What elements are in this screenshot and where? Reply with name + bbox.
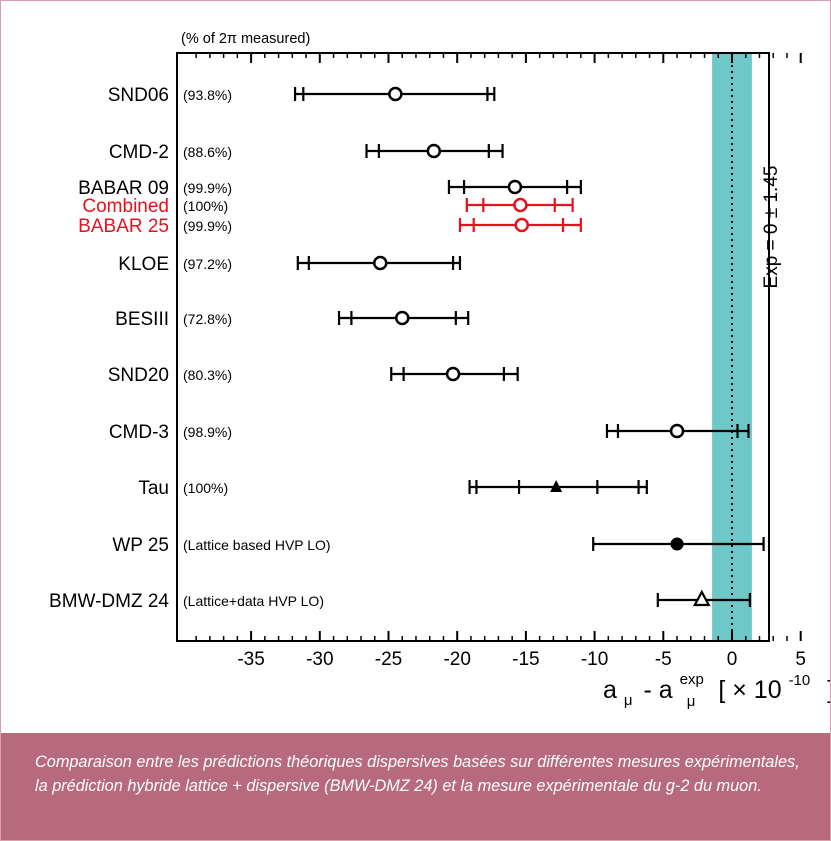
entry-annotation: (88.6%) (183, 144, 232, 160)
entry-annotation: (80.3%) (183, 367, 232, 383)
entry-name: BABAR 25 (78, 216, 169, 237)
entry-name: BMW-DMZ 24 (49, 591, 169, 612)
central-value-marker (514, 217, 530, 233)
entry-name: BABAR 09 (78, 178, 169, 199)
entry-babar-09: BABAR 09 (99.9%) (78, 178, 582, 199)
entry-name: BESIII (115, 309, 169, 330)
central-value-marker (670, 537, 684, 551)
entry-annotation: (93.8%) (183, 87, 232, 103)
central-value-marker (550, 480, 563, 492)
x-tick-label: -10 (581, 649, 608, 670)
entry-annotation: (98.9%) (183, 424, 232, 440)
entry-annotation: (Lattice+data HVP LO) (183, 593, 324, 609)
entry-annotation: (100%) (183, 480, 228, 496)
entry-annotation: (Lattice based HVP LO) (183, 537, 331, 553)
entry-name: CMD-2 (109, 142, 169, 163)
entry-snd06: SND06 (93.8%) (108, 85, 496, 106)
figure-caption: Comparaison entre les prédictions théori… (35, 753, 800, 795)
x-axis-tick-labels: -35 -30 -25 -20 -15 -10 -5 0 5 (237, 649, 806, 670)
x-tick-label: 5 (795, 649, 806, 670)
central-value-marker (373, 255, 388, 271)
x-axis-ticks (195, 53, 802, 641)
entry-bmw-dmz-24: BMW-DMZ 24 (Lattice+data HVP LO) (49, 589, 751, 612)
x-axis-label: a μ - a exp μ [ × 10 -10 ] (603, 662, 830, 712)
entry-wp-25: WP 25 (Lattice based HVP LO) (112, 535, 765, 556)
entry-name: Combined (82, 196, 169, 217)
x-tick-label: -30 (306, 649, 333, 670)
central-value-marker (394, 310, 410, 326)
entry-combined: Combined (100%) (82, 196, 574, 217)
entry-snd20: SND20 (80.3%) (108, 365, 519, 386)
entry-name: WP 25 (112, 535, 169, 556)
x-tick-label: -5 (655, 649, 672, 670)
entry-tau: Tau (100%) (138, 478, 648, 499)
entry-annotation: (97.2%) (183, 256, 232, 272)
central-value-marker (445, 366, 461, 382)
central-value-marker (507, 179, 523, 195)
x-tick-label: -35 (237, 649, 264, 670)
caption-box: Comparaison entre les prédictions théori… (1, 733, 830, 840)
column-header: (% of 2π measured) (181, 31, 310, 47)
entry-name: KLOE (118, 254, 169, 275)
entry-name: SND20 (108, 365, 169, 386)
x-tick-label: -25 (375, 649, 402, 670)
central-value-marker (426, 143, 442, 159)
central-value-marker (388, 86, 403, 102)
entry-annotation: (99.9%) (183, 180, 232, 196)
plot-frame (176, 52, 770, 642)
entry-name: CMD-3 (109, 422, 169, 443)
entry-name: Tau (138, 478, 169, 499)
entry-annotation: (72.8%) (183, 311, 232, 327)
entry-babar-25: BABAR 25 (99.9%) (78, 216, 582, 237)
central-value-marker (669, 423, 685, 439)
error-bar-chart: -35 -30 -25 -20 -15 -10 -5 0 5 SND06 (93.8%) CMD-2… (49, 31, 831, 712)
entry-besiii: BESIII (72.8%) (115, 309, 470, 330)
x-tick-label: -20 (443, 649, 470, 670)
experiment-label: Exp = 0 ± 1.45 (761, 166, 782, 289)
entry-annotation: (100%) (183, 198, 228, 214)
entry-annotation: (99.9%) (183, 218, 232, 234)
entries: SND06 (93.8%)CMD-2 (88.6%)BABAR 09 (99.9%)C… (49, 85, 765, 612)
x-tick-label: -15 (512, 649, 539, 670)
entry-cmd-2: CMD-2 (88.6%) (109, 142, 504, 163)
chart-area: -35 -30 -25 -20 -15 -10 -5 0 5 SND06 (93.8%) CMD-2… (1, 1, 831, 731)
entry-cmd-3: CMD-3 (98.9%) (109, 422, 750, 443)
entry-name: SND06 (108, 85, 169, 106)
x-tick-label: 0 (727, 649, 738, 670)
central-value-marker (692, 589, 711, 607)
central-value-marker (513, 197, 528, 213)
entry-kloe: KLOE (97.2%) (118, 254, 462, 275)
